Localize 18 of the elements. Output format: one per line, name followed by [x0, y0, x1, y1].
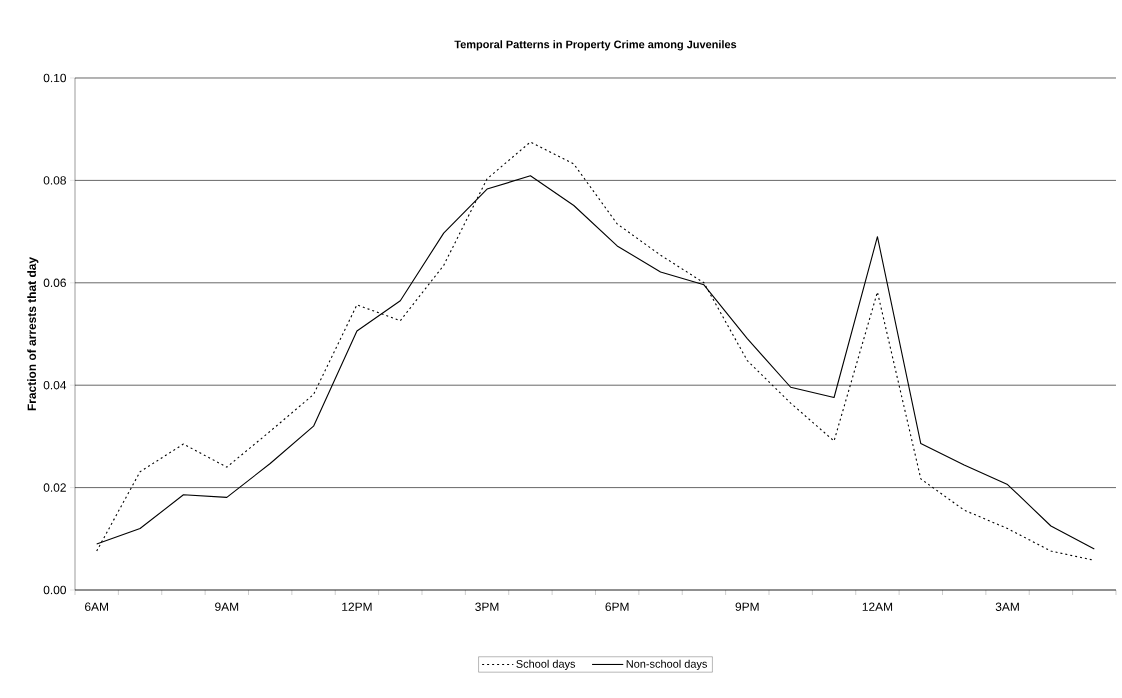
x-tick-label: 9AM: [215, 602, 239, 611]
x-tick-label: 12AM: [862, 602, 893, 611]
chart-title: Temporal Patterns in Property Crime among Juveniles: [454, 40, 737, 51]
x-tick-label: 9PM: [735, 602, 759, 611]
x-tick-label: 3AM: [995, 602, 1019, 611]
y-tick-label: 0.06: [43, 278, 66, 288]
y-tick-label: 0.10: [43, 73, 67, 83]
y-tick-label: 0.08: [43, 176, 66, 185]
y-axis-title: Fraction of arrests that day: [27, 257, 39, 411]
y-tick-label: 0.00: [43, 585, 67, 595]
y-tick-label: 0.04: [43, 380, 67, 390]
x-tick-label: 12PM: [342, 602, 372, 611]
x-tick-label: 6AM: [85, 602, 108, 611]
legend-label: School days: [516, 659, 576, 670]
y-tick-label: 0.02: [43, 483, 66, 492]
x-tick-label: 6PM: [605, 602, 629, 611]
x-tick-label: 3PM: [475, 602, 499, 611]
legend-label: Non-school days: [626, 659, 707, 670]
